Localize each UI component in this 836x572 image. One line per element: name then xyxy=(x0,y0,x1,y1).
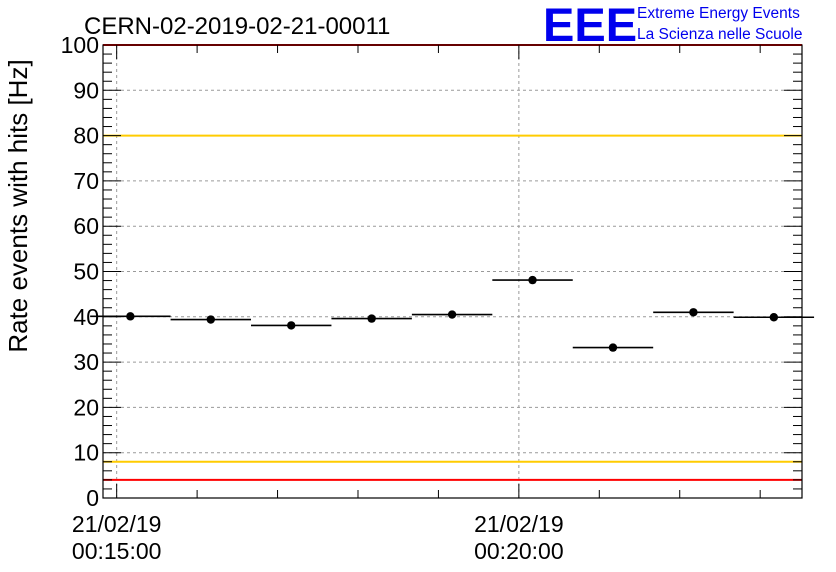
logo-line-2: La Scienza nelle Scuole xyxy=(637,26,802,43)
logo-line-1: Extreme Energy Events xyxy=(637,5,800,22)
data-point xyxy=(769,313,779,322)
x-tick-label-date: 21/02/19 xyxy=(474,511,564,537)
eee-logo: EEE Extreme Energy Events La Scienza nel… xyxy=(543,0,802,51)
y-tick-label: 50 xyxy=(73,259,99,285)
axes xyxy=(102,44,803,499)
y-tick-label: 60 xyxy=(73,213,99,239)
y-tick-label: 100 xyxy=(61,32,99,58)
y-axis-label: Rate events with hits [Hz] xyxy=(3,59,33,352)
data-point xyxy=(206,315,215,324)
grid xyxy=(103,45,802,498)
reference-lines xyxy=(103,44,802,481)
data-point xyxy=(126,312,135,321)
y-tick-label: 90 xyxy=(73,77,99,103)
x-tick-label-time: 00:20:00 xyxy=(474,538,564,564)
y-tick-label: 70 xyxy=(73,168,99,194)
chart-title: CERN-02-2019-02-21-00011 xyxy=(84,13,390,40)
y-tick-label: 80 xyxy=(73,123,99,149)
data-points xyxy=(90,275,815,352)
y-tick-label: 10 xyxy=(73,440,99,466)
x-tick-label-date: 21/02/19 xyxy=(72,511,162,537)
y-tick-label: 30 xyxy=(73,349,99,375)
logo-mark: EEE xyxy=(543,0,637,51)
y-tick-label: 20 xyxy=(73,394,99,420)
data-point xyxy=(689,308,698,317)
y-tick-label: 0 xyxy=(86,485,99,511)
data-point xyxy=(608,343,618,352)
data-point xyxy=(447,310,457,319)
data-point xyxy=(528,275,537,285)
data-point xyxy=(367,314,376,323)
data-point xyxy=(287,321,296,330)
x-tick-label-time: 00:15:00 xyxy=(72,538,162,564)
